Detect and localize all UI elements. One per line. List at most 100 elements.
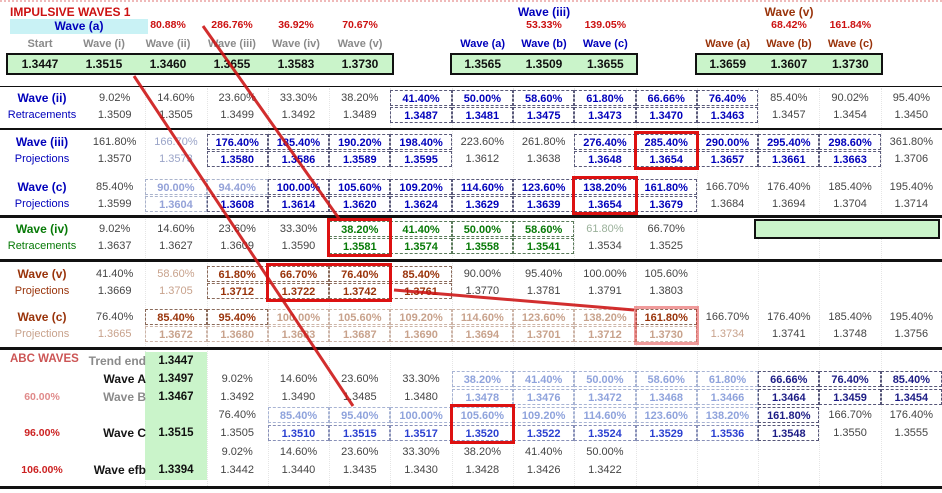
- value-cell[interactable]: 1.3574: [390, 238, 452, 254]
- retracements-label[interactable]: Retracements: [7, 240, 77, 252]
- value-cell[interactable]: 1.3654: [635, 151, 697, 167]
- abc-row-label[interactable]: Trend end: [88, 354, 146, 368]
- projections-label[interactable]: Projections: [14, 198, 70, 210]
- pct-cell[interactable]: 50.00%: [574, 371, 636, 387]
- value-cell[interactable]: 1.3706: [894, 153, 929, 165]
- value-cell[interactable]: 1.3536: [696, 425, 759, 441]
- pivot-value-cell[interactable]: 1.3607: [770, 57, 808, 71]
- value-cell[interactable]: 1.3459: [819, 389, 881, 405]
- pct-cell[interactable]: 41.40%: [95, 268, 134, 280]
- pct-cell[interactable]: 114.60%: [451, 309, 513, 325]
- value-cell[interactable]: 1.3558: [451, 238, 513, 254]
- value-cell[interactable]: 1.3770: [465, 285, 500, 297]
- pct-cell[interactable]: 58.60%: [513, 90, 575, 106]
- pct-cell[interactable]: 33.30%: [402, 446, 440, 458]
- value-cell[interactable]: 1.3581: [329, 238, 391, 254]
- value-cell[interactable]: 1.3428: [465, 464, 500, 476]
- pct-cell[interactable]: 58.60%: [157, 268, 195, 280]
- pct-cell[interactable]: 85.40%: [145, 309, 207, 325]
- value-cell[interactable]: 1.3457: [771, 109, 806, 121]
- pct-cell[interactable]: 23.60%: [341, 446, 379, 458]
- value-cell[interactable]: 1.3520: [451, 425, 513, 441]
- value-cell[interactable]: 1.3426: [526, 464, 561, 476]
- pct-cell[interactable]: 90.00%: [463, 268, 501, 280]
- abc-pivot-value[interactable]: 1.3467: [158, 391, 194, 403]
- pct-cell[interactable]: 41.40%: [513, 371, 575, 387]
- value-cell[interactable]: 1.3487: [390, 107, 452, 123]
- pct-cell[interactable]: 109.20%: [390, 179, 452, 195]
- value-cell[interactable]: 1.3492: [220, 391, 255, 403]
- pct-cell[interactable]: 138.20%: [574, 179, 636, 195]
- pct-cell[interactable]: 361.80%: [889, 136, 934, 148]
- value-cell[interactable]: 1.3654: [574, 196, 636, 212]
- pct-cell[interactable]: 14.60%: [279, 373, 318, 385]
- projections-label[interactable]: Projections: [14, 153, 70, 165]
- pct-cell[interactable]: 85.40%: [390, 266, 452, 282]
- value-cell[interactable]: 1.3515: [329, 425, 391, 441]
- pct-cell[interactable]: 9.02%: [99, 92, 131, 104]
- pct-cell[interactable]: 14.60%: [279, 446, 318, 458]
- pct-cell[interactable]: 290.00%: [696, 134, 759, 150]
- pct-cell[interactable]: 185.40%: [828, 181, 872, 193]
- value-cell[interactable]: 1.3638: [526, 153, 561, 165]
- pct-cell[interactable]: 166.70%: [705, 311, 750, 323]
- value-cell[interactable]: 1.3522: [513, 425, 575, 441]
- value-cell[interactable]: 1.3595: [390, 151, 452, 167]
- pct-cell[interactable]: 100.00%: [390, 407, 452, 423]
- abc-row-label[interactable]: Wave C: [103, 426, 146, 440]
- value-cell[interactable]: 1.3466: [696, 389, 759, 405]
- pct-cell[interactable]: 123.60%: [513, 309, 575, 325]
- value-cell[interactable]: 1.3627: [159, 240, 193, 252]
- abc-row-label[interactable]: Wave efb: [93, 463, 146, 477]
- value-cell[interactable]: 1.3748: [833, 328, 867, 340]
- value-cell[interactable]: 1.3422: [588, 464, 622, 476]
- value-cell[interactable]: 1.3663: [819, 151, 881, 167]
- value-cell[interactable]: 1.3701: [513, 326, 575, 342]
- pct-cell[interactable]: 33.30%: [279, 92, 318, 104]
- value-cell[interactable]: 1.3454: [833, 109, 867, 121]
- pct-cell[interactable]: 198.40%: [390, 134, 452, 150]
- pct-cell[interactable]: 138.20%: [574, 309, 636, 325]
- value-cell[interactable]: 1.3473: [574, 107, 636, 123]
- value-cell[interactable]: 1.3509: [97, 109, 132, 121]
- projections-label[interactable]: Projections: [14, 328, 70, 340]
- pct-cell[interactable]: 38.20%: [463, 446, 501, 458]
- pct-cell[interactable]: 9.02%: [221, 373, 253, 385]
- value-cell[interactable]: 1.3534: [588, 240, 622, 252]
- value-cell[interactable]: 1.3442: [220, 464, 255, 476]
- pivot-value-cell[interactable]: 1.3730: [341, 57, 379, 71]
- value-cell[interactable]: 1.3590: [281, 240, 316, 252]
- abc-pivot-value[interactable]: 1.3497: [158, 373, 194, 385]
- value-cell[interactable]: 1.3555: [894, 427, 929, 439]
- pct-cell[interactable]: 58.60%: [513, 221, 575, 237]
- pivot-value-cell[interactable]: 1.3447: [21, 57, 59, 71]
- value-cell[interactable]: 1.3803: [649, 285, 684, 297]
- wave-row-label[interactable]: Wave (iii): [15, 135, 69, 149]
- value-cell[interactable]: 1.3714: [894, 198, 929, 210]
- value-cell[interactable]: 1.3489: [342, 109, 377, 121]
- pct-cell[interactable]: 100.00%: [267, 179, 330, 195]
- pct-cell[interactable]: 41.40%: [524, 446, 563, 458]
- pivot-value-cell[interactable]: 1.3659: [709, 57, 747, 71]
- pct-cell[interactable]: 176.40%: [767, 181, 811, 193]
- pct-cell[interactable]: 61.80%: [574, 90, 636, 106]
- pct-cell[interactable]: 76.40%: [218, 409, 256, 421]
- value-cell[interactable]: 1.3435: [342, 464, 377, 476]
- value-cell[interactable]: 1.3712: [206, 283, 268, 299]
- pct-cell[interactable]: 185.40%: [267, 134, 330, 150]
- pct-cell[interactable]: 176.40%: [206, 134, 268, 150]
- value-cell[interactable]: 1.3464: [758, 389, 820, 405]
- value-cell[interactable]: 1.3454: [880, 389, 942, 405]
- pct-cell[interactable]: 166.70%: [705, 181, 750, 193]
- pct-cell[interactable]: 138.20%: [696, 407, 759, 423]
- value-cell[interactable]: 1.3791: [588, 285, 622, 297]
- value-cell[interactable]: 1.3481: [451, 107, 513, 123]
- pivot-value-cell[interactable]: 1.3460: [149, 57, 187, 71]
- pivot-value-cell[interactable]: 1.3515: [85, 57, 123, 71]
- pct-cell[interactable]: 161.80%: [92, 136, 137, 148]
- value-cell[interactable]: 1.3586: [267, 151, 330, 167]
- value-cell[interactable]: 1.3548: [758, 425, 820, 441]
- value-cell[interactable]: 1.3529: [635, 425, 697, 441]
- value-cell[interactable]: 1.3604: [145, 196, 207, 212]
- pct-cell[interactable]: 95.40%: [206, 309, 268, 325]
